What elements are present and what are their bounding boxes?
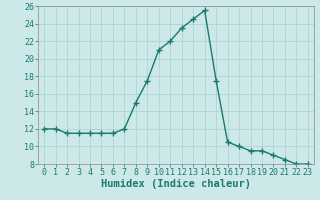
X-axis label: Humidex (Indice chaleur): Humidex (Indice chaleur) (101, 179, 251, 189)
